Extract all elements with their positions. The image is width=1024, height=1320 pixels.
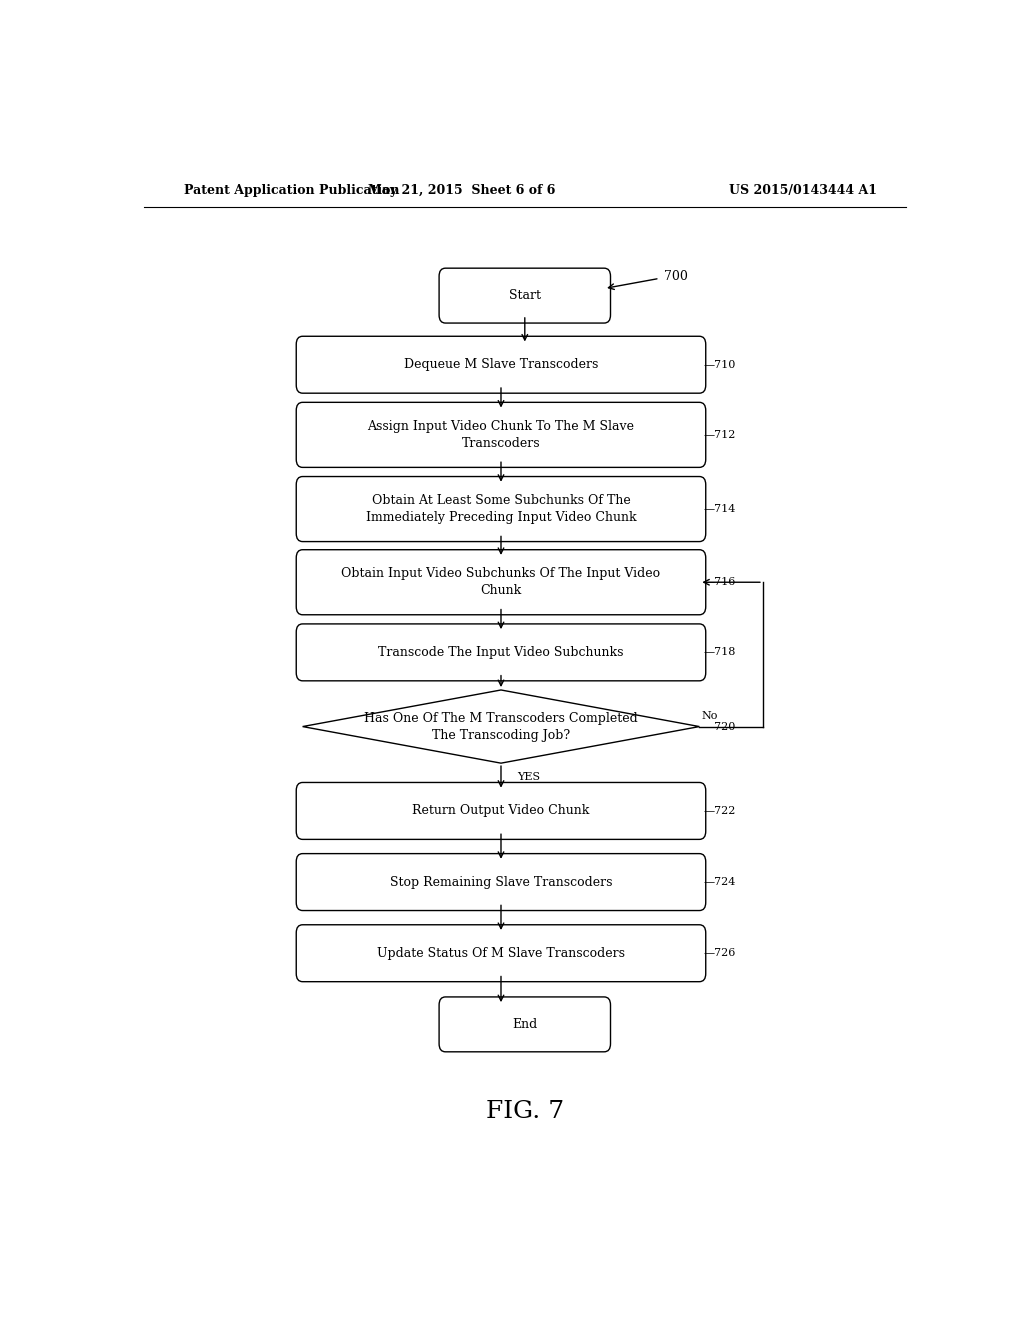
Text: May 21, 2015  Sheet 6 of 6: May 21, 2015 Sheet 6 of 6 [368,185,555,198]
Text: —720: —720 [703,722,735,731]
Text: YES: YES [517,772,540,781]
Text: —722: —722 [703,807,735,816]
Text: —710: —710 [703,360,735,370]
FancyBboxPatch shape [439,997,610,1052]
FancyBboxPatch shape [296,549,706,615]
Text: Patent Application Publication: Patent Application Publication [183,185,399,198]
Text: Assign Input Video Chunk To The M Slave
Transcoders: Assign Input Video Chunk To The M Slave … [368,420,635,450]
FancyBboxPatch shape [296,337,706,393]
FancyBboxPatch shape [296,624,706,681]
Text: —724: —724 [703,876,735,887]
Text: Obtain At Least Some Subchunks Of The
Immediately Preceding Input Video Chunk: Obtain At Least Some Subchunks Of The Im… [366,494,636,524]
Text: Stop Remaining Slave Transcoders: Stop Remaining Slave Transcoders [390,875,612,888]
FancyBboxPatch shape [296,403,706,467]
Text: US 2015/0143444 A1: US 2015/0143444 A1 [728,185,877,198]
Text: 700: 700 [664,269,687,282]
Text: —718: —718 [703,647,735,657]
Text: —712: —712 [703,430,735,440]
Text: —716: —716 [703,577,735,587]
FancyBboxPatch shape [296,925,706,982]
FancyBboxPatch shape [296,783,706,840]
Text: —726: —726 [703,948,735,958]
Polygon shape [303,690,699,763]
Text: End: End [512,1018,538,1031]
Text: Dequeue M Slave Transcoders: Dequeue M Slave Transcoders [403,358,598,371]
Text: Obtain Input Video Subchunks Of The Input Video
Chunk: Obtain Input Video Subchunks Of The Inpu… [341,568,660,597]
FancyBboxPatch shape [296,477,706,541]
FancyBboxPatch shape [296,854,706,911]
Text: Transcode The Input Video Subchunks: Transcode The Input Video Subchunks [378,645,624,659]
Text: Has One Of The M Transcoders Completed
The Transcoding Job?: Has One Of The M Transcoders Completed T… [365,711,638,742]
FancyBboxPatch shape [439,268,610,323]
Text: Return Output Video Chunk: Return Output Video Chunk [413,804,590,817]
Text: Start: Start [509,289,541,302]
Text: FIG. 7: FIG. 7 [485,1101,564,1123]
Text: Update Status Of M Slave Transcoders: Update Status Of M Slave Transcoders [377,946,625,960]
Text: —714: —714 [703,504,735,513]
Text: No: No [701,711,718,722]
